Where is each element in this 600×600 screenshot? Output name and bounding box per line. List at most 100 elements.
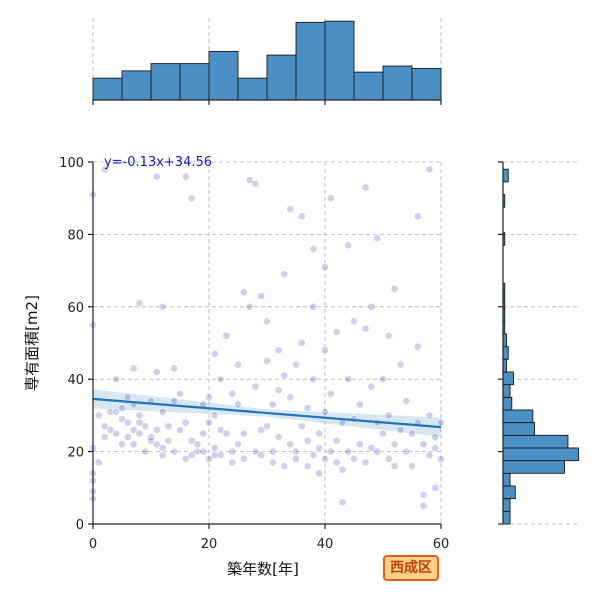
scatter-point <box>251 447 260 456</box>
scatter-point <box>292 360 300 369</box>
scatter-point <box>396 425 405 434</box>
scatter-point <box>228 389 237 398</box>
scatter-point <box>309 451 318 460</box>
scatter-point <box>280 371 289 380</box>
x-axis-title: 築年数[年] <box>227 560 299 578</box>
scatter-point <box>292 454 300 463</box>
scatter-point <box>286 440 295 449</box>
right-hist-bar <box>502 485 516 500</box>
scatter-point <box>199 447 208 456</box>
scatter-point <box>413 212 422 221</box>
scatter-point <box>390 284 399 293</box>
right-histogram <box>502 168 579 525</box>
scatter-point <box>315 429 324 438</box>
scatter-point <box>164 436 173 445</box>
scatter-point <box>321 346 329 355</box>
scatter-point <box>268 458 277 467</box>
scatter-point <box>216 425 225 434</box>
scatter-point <box>280 462 289 470</box>
scatter-point <box>297 212 306 221</box>
scatter-point <box>338 465 347 474</box>
scatter-point <box>344 375 353 384</box>
scatter-point <box>152 368 161 376</box>
top-hist-bar <box>208 51 239 101</box>
scatter-point <box>303 404 312 413</box>
y-axis-title: 専有面積[m2] <box>23 295 41 391</box>
x-tick-label: 60 <box>433 537 450 552</box>
scatter-point <box>315 469 324 478</box>
scatter-point <box>118 440 126 449</box>
scatter-point <box>222 331 231 340</box>
scatter-point <box>257 292 266 300</box>
scatter-point <box>205 454 213 463</box>
scatter-point <box>152 425 161 434</box>
district-badge: 西成区 <box>383 555 439 581</box>
top-hist-bar <box>92 77 123 101</box>
scatter-point <box>263 357 271 365</box>
right-hist-bar <box>502 409 534 424</box>
scatter-point <box>239 288 248 297</box>
scatter-point <box>344 241 353 250</box>
y-tick-label: 100 <box>59 156 84 171</box>
scatter-point <box>245 176 254 184</box>
right-hist-bar <box>502 460 565 474</box>
scatter-point <box>222 429 231 438</box>
scatter-point <box>141 447 150 456</box>
scatter-point <box>100 422 109 431</box>
scatter-point <box>257 451 266 460</box>
scatter-point <box>234 400 242 409</box>
scatter-point <box>147 436 155 445</box>
scatter-point <box>210 444 219 452</box>
scatter-point <box>94 458 103 467</box>
scatter-point <box>181 454 190 463</box>
scatter-point <box>332 436 341 445</box>
scatter-point <box>408 462 416 470</box>
scatter-point <box>309 244 318 253</box>
scatter-point <box>367 302 376 311</box>
scatter-point <box>355 440 364 449</box>
x-tick-label: 20 <box>201 537 218 552</box>
scatter-point <box>286 205 295 213</box>
top-hist-bar <box>295 21 326 101</box>
y-tick-label: 20 <box>67 446 84 461</box>
scatter-point <box>118 415 126 423</box>
scatter-point <box>170 397 179 405</box>
scatter-point <box>239 454 248 463</box>
scatter-point <box>326 389 335 398</box>
scatter-point <box>112 429 121 438</box>
scatter-point <box>274 386 283 394</box>
scatter-point <box>152 172 161 181</box>
scatter-point <box>373 447 382 456</box>
scatter-point <box>332 328 341 337</box>
scatter-point <box>361 458 370 467</box>
regression-equation: y=-0.13x+34.56 <box>104 155 212 170</box>
y-tick-label: 40 <box>67 373 84 388</box>
right-hist-bar <box>502 346 509 360</box>
scatter-point <box>135 411 144 420</box>
scatter-point <box>402 397 411 405</box>
regression-line-group <box>92 397 442 429</box>
scatter-point <box>100 433 109 442</box>
scatter-point <box>268 447 277 456</box>
scatter-point <box>112 407 121 416</box>
scatter-point <box>187 451 196 460</box>
scatter-point <box>373 234 382 242</box>
scatter-point <box>396 360 405 369</box>
scatter-point <box>234 440 242 449</box>
scatter-point <box>326 194 335 203</box>
scatter-point <box>297 422 306 431</box>
scatter-point <box>158 451 167 460</box>
scatter-point <box>123 418 132 427</box>
scatter-point <box>425 411 434 420</box>
scatter-point <box>437 454 445 463</box>
right-hist-bar <box>502 384 511 398</box>
scatter-point <box>425 451 434 460</box>
scatter-point <box>141 422 150 431</box>
scatter-point <box>205 393 213 402</box>
top-hist-bar <box>237 77 268 101</box>
scatter-point <box>251 382 260 391</box>
scatter-point <box>292 447 300 456</box>
scatter-point <box>187 194 196 203</box>
right-hist-bar <box>502 168 509 183</box>
right-hist-bar <box>502 396 513 411</box>
